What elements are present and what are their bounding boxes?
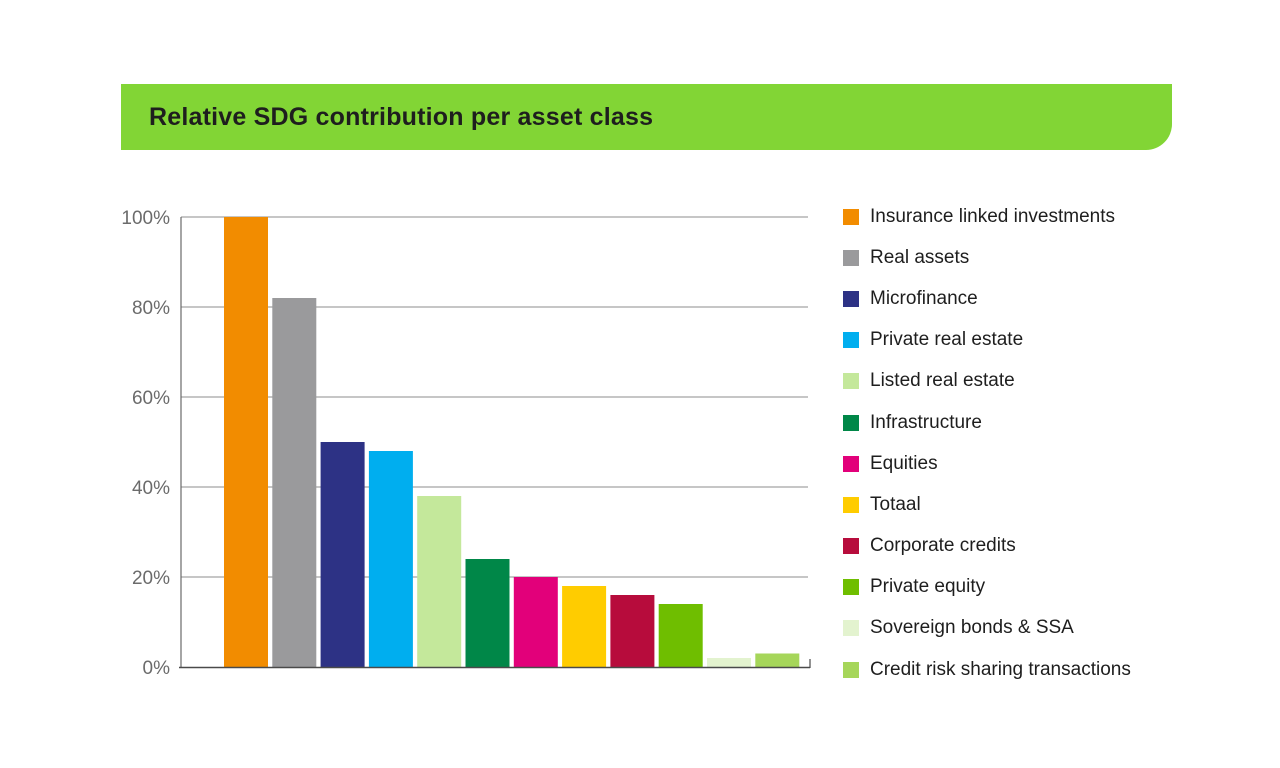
y-tick-label: 40% — [132, 478, 170, 499]
legend-label: Totaal — [870, 493, 921, 515]
legend-item: Sovereign bonds & SSA — [843, 608, 1131, 649]
legend-label: Equities — [870, 452, 938, 474]
legend-label: Infrastructure — [870, 411, 982, 433]
legend-label: Listed real estate — [870, 370, 1015, 392]
legend: Insurance linked investments Real assets M… — [843, 196, 1131, 690]
legend-swatch — [843, 414, 859, 431]
legend-swatch — [843, 661, 859, 678]
bar-credit-risk-sharing-transactions — [755, 653, 800, 667]
bar-corporate-credits — [610, 595, 655, 667]
legend-label: Real assets — [870, 246, 970, 268]
legend-swatch — [843, 455, 859, 472]
legend-label: Microfinance — [870, 287, 978, 309]
y-tick-label: 80% — [132, 298, 170, 319]
legend-label: Corporate credits — [870, 535, 1016, 557]
bar-infrastructure — [465, 559, 510, 667]
y-tick-label: 0% — [143, 658, 171, 679]
legend-item: Private equity — [843, 567, 1131, 608]
y-tick-label: 20% — [132, 568, 170, 589]
legend-item: Credit risk sharing transactions — [843, 649, 1131, 690]
bar-insurance-linked-investments — [224, 217, 268, 667]
y-axis-ticks: 0% 20% 40% 60% 80% 100% — [121, 208, 170, 679]
bar-totaal — [562, 586, 607, 667]
legend-item: Listed real estate — [843, 361, 1131, 402]
legend-label: Sovereign bonds & SSA — [870, 617, 1074, 639]
legend-label: Private real estate — [870, 329, 1024, 351]
legend-swatch — [843, 208, 859, 225]
legend-swatch — [843, 373, 859, 390]
legend-swatch — [843, 332, 859, 349]
legend-item: Private real estate — [843, 320, 1131, 361]
legend-item: Totaal — [843, 484, 1131, 525]
legend-item: Corporate credits — [843, 526, 1131, 567]
bar-microfinance — [320, 442, 365, 667]
legend-swatch — [843, 249, 859, 266]
axes — [179, 217, 811, 669]
legend-item: Equities — [843, 443, 1131, 484]
legend-label: Credit risk sharing transactions — [870, 658, 1131, 680]
bar-listed-real-estate — [417, 496, 462, 667]
bar-private-real-estate — [368, 451, 413, 667]
legend-swatch — [843, 538, 859, 555]
bar-sovereign-bonds-ssa — [707, 658, 751, 667]
legend-item: Real assets — [843, 237, 1131, 278]
bar-real-assets — [272, 298, 317, 667]
legend-swatch — [843, 579, 859, 596]
legend-swatch — [843, 620, 859, 637]
y-tick-label: 100% — [121, 208, 170, 229]
legend-swatch — [843, 496, 859, 513]
legend-item: Microfinance — [843, 278, 1131, 319]
chart-title-bar: Relative SDG contribution per asset clas… — [121, 84, 1172, 150]
chart-title: Relative SDG contribution per asset clas… — [149, 102, 654, 131]
legend-swatch — [843, 290, 859, 307]
bar-equities — [513, 577, 558, 667]
bars — [224, 217, 800, 667]
bar-private-equity — [658, 604, 703, 667]
legend-label: Insurance linked investments — [870, 205, 1116, 227]
legend-item: Insurance linked investments — [843, 196, 1131, 237]
legend-item: Infrastructure — [843, 402, 1131, 443]
legend-label: Private equity — [870, 576, 986, 598]
y-tick-label: 60% — [132, 388, 170, 409]
